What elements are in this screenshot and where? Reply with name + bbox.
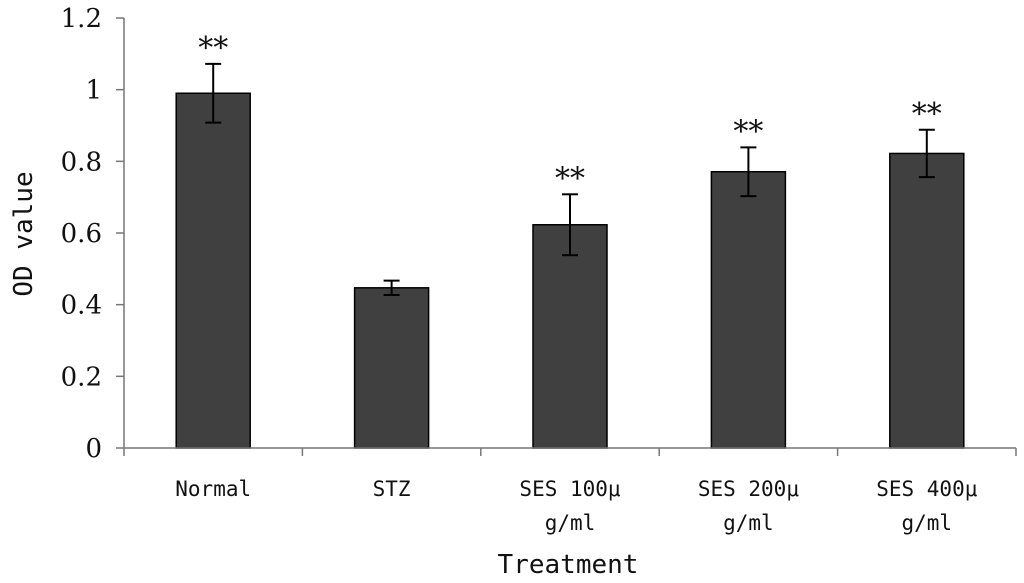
- y-tick-label: 0.2: [61, 362, 102, 392]
- category-label: g/ml: [723, 511, 774, 535]
- category-label: SES 100μ: [519, 477, 621, 501]
- significance-label: **: [733, 114, 763, 149]
- significance-labels: ** ** ** **: [198, 31, 942, 196]
- category-label: g/ml: [902, 511, 953, 535]
- significance-label: **: [198, 31, 228, 66]
- category-label: STZ: [373, 477, 411, 501]
- category-label: SES 400μ: [876, 477, 978, 501]
- category-label: SES 200μ: [698, 477, 800, 501]
- category-labels: Normal STZ SES 100μ g/ml SES 200μ g/ml SES 400…: [175, 477, 977, 535]
- error-bars: [205, 62, 935, 296]
- x-axis-title: Treatment: [498, 550, 639, 580]
- category-label: g/ml: [545, 511, 596, 535]
- y-tick-label: 0.8: [61, 147, 102, 177]
- bar: [889, 152, 965, 449]
- significance-label: **: [912, 97, 942, 132]
- bar: [710, 170, 787, 449]
- bar: [353, 287, 430, 449]
- y-tick-label: 0.6: [61, 219, 102, 249]
- y-tick-label: 0: [85, 434, 102, 464]
- x-axis-ticks: [123, 448, 1017, 456]
- bar: [175, 92, 251, 449]
- bar: [532, 224, 608, 449]
- y-axis-ticks: 0 0.2 0.4 0.6 0.8 1 1.2: [61, 4, 124, 464]
- y-tick-label: 1: [85, 76, 102, 106]
- y-tick-label: 0.4: [61, 291, 102, 321]
- category-label: Normal: [175, 477, 251, 501]
- y-axis-title: OD value: [9, 171, 39, 296]
- y-tick-label: 1.2: [61, 4, 102, 34]
- bars: [175, 92, 965, 449]
- significance-label: **: [555, 161, 585, 196]
